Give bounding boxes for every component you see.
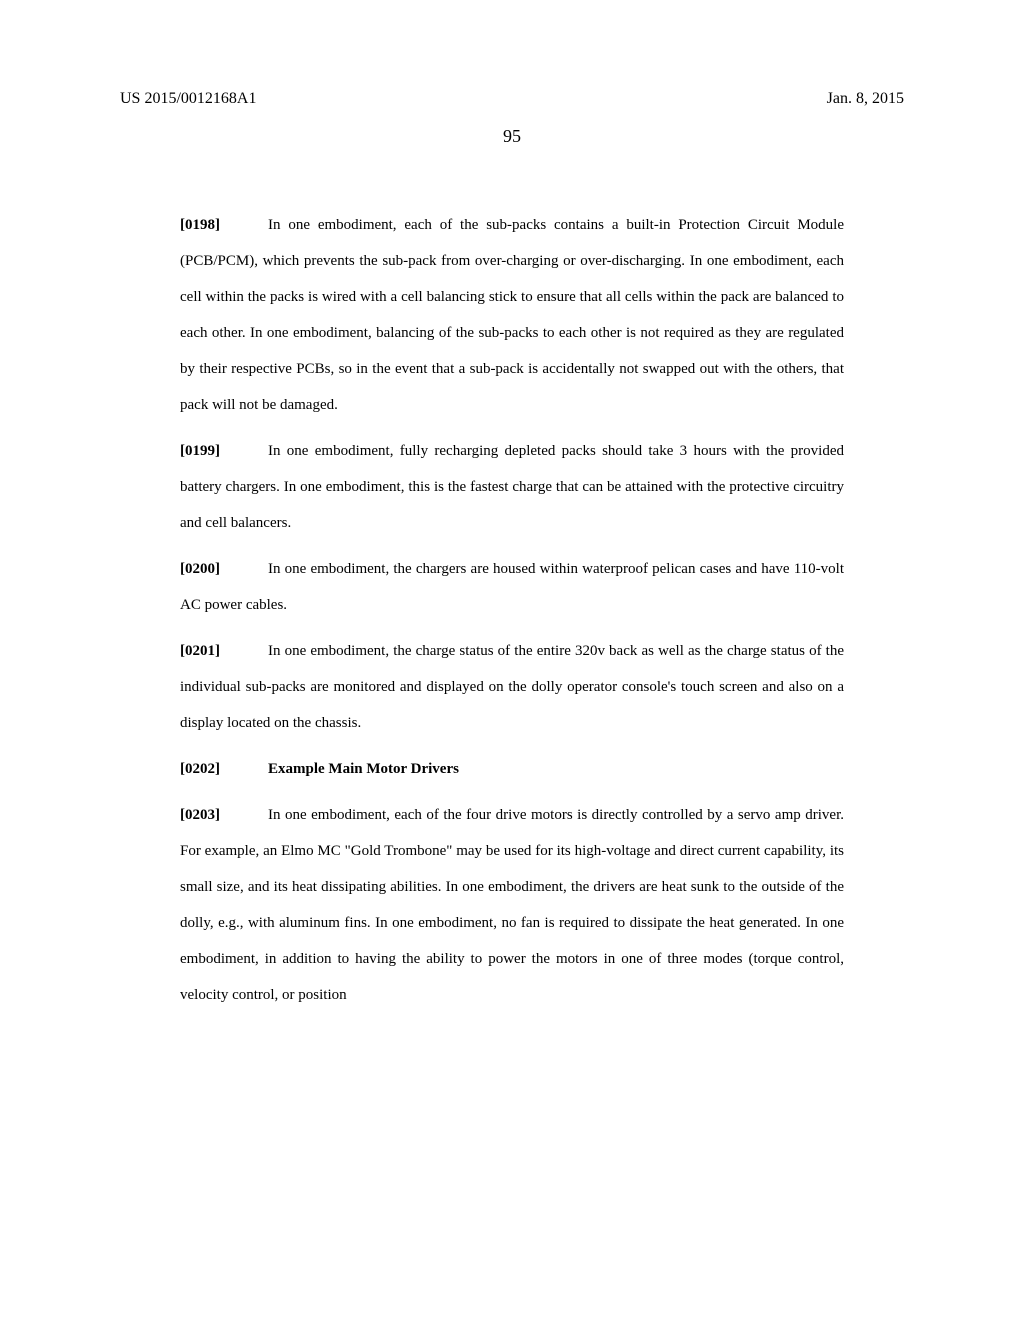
- paragraph-0200: [0200]In one embodiment, the chargers ar…: [180, 551, 844, 623]
- paragraph-text: In one embodiment, each of the four driv…: [180, 807, 844, 1003]
- paragraph-number: [0198]: [180, 207, 220, 243]
- paragraph-0202-heading: [0202] Example Main Motor Drivers: [180, 751, 844, 787]
- page-number: 95: [120, 126, 904, 147]
- paragraph-number: [0201]: [180, 633, 220, 669]
- paragraph-0199: [0199]In one embodiment, fully rechargin…: [180, 433, 844, 541]
- paragraph-text: In one embodiment, the charge status of …: [180, 643, 844, 731]
- paragraph-text: In one embodiment, fully recharging depl…: [180, 443, 844, 531]
- page-header: US 2015/0012168A1 Jan. 8, 2015: [120, 90, 904, 108]
- paragraph-text: In one embodiment, each of the sub-packs…: [180, 217, 844, 413]
- paragraph-0198: [0198]In one embodiment, each of the sub…: [180, 207, 844, 423]
- section-title: Example Main Motor Drivers: [268, 761, 459, 777]
- page-content: [0198]In one embodiment, each of the sub…: [120, 207, 904, 1013]
- paragraph-number: [0199]: [180, 433, 220, 469]
- publication-date: Jan. 8, 2015: [827, 90, 904, 108]
- paragraph-number: [0203]: [180, 797, 220, 833]
- paragraph-text: In one embodiment, the chargers are hous…: [180, 561, 844, 613]
- paragraph-number: [0200]: [180, 551, 220, 587]
- paragraph-number: [0202]: [180, 751, 220, 787]
- paragraph-0201: [0201]In one embodiment, the charge stat…: [180, 633, 844, 741]
- patent-page: US 2015/0012168A1 Jan. 8, 2015 95 [0198]…: [0, 0, 1024, 1083]
- paragraph-0203: [0203]In one embodiment, each of the fou…: [180, 797, 844, 1013]
- publication-number: US 2015/0012168A1: [120, 90, 256, 108]
